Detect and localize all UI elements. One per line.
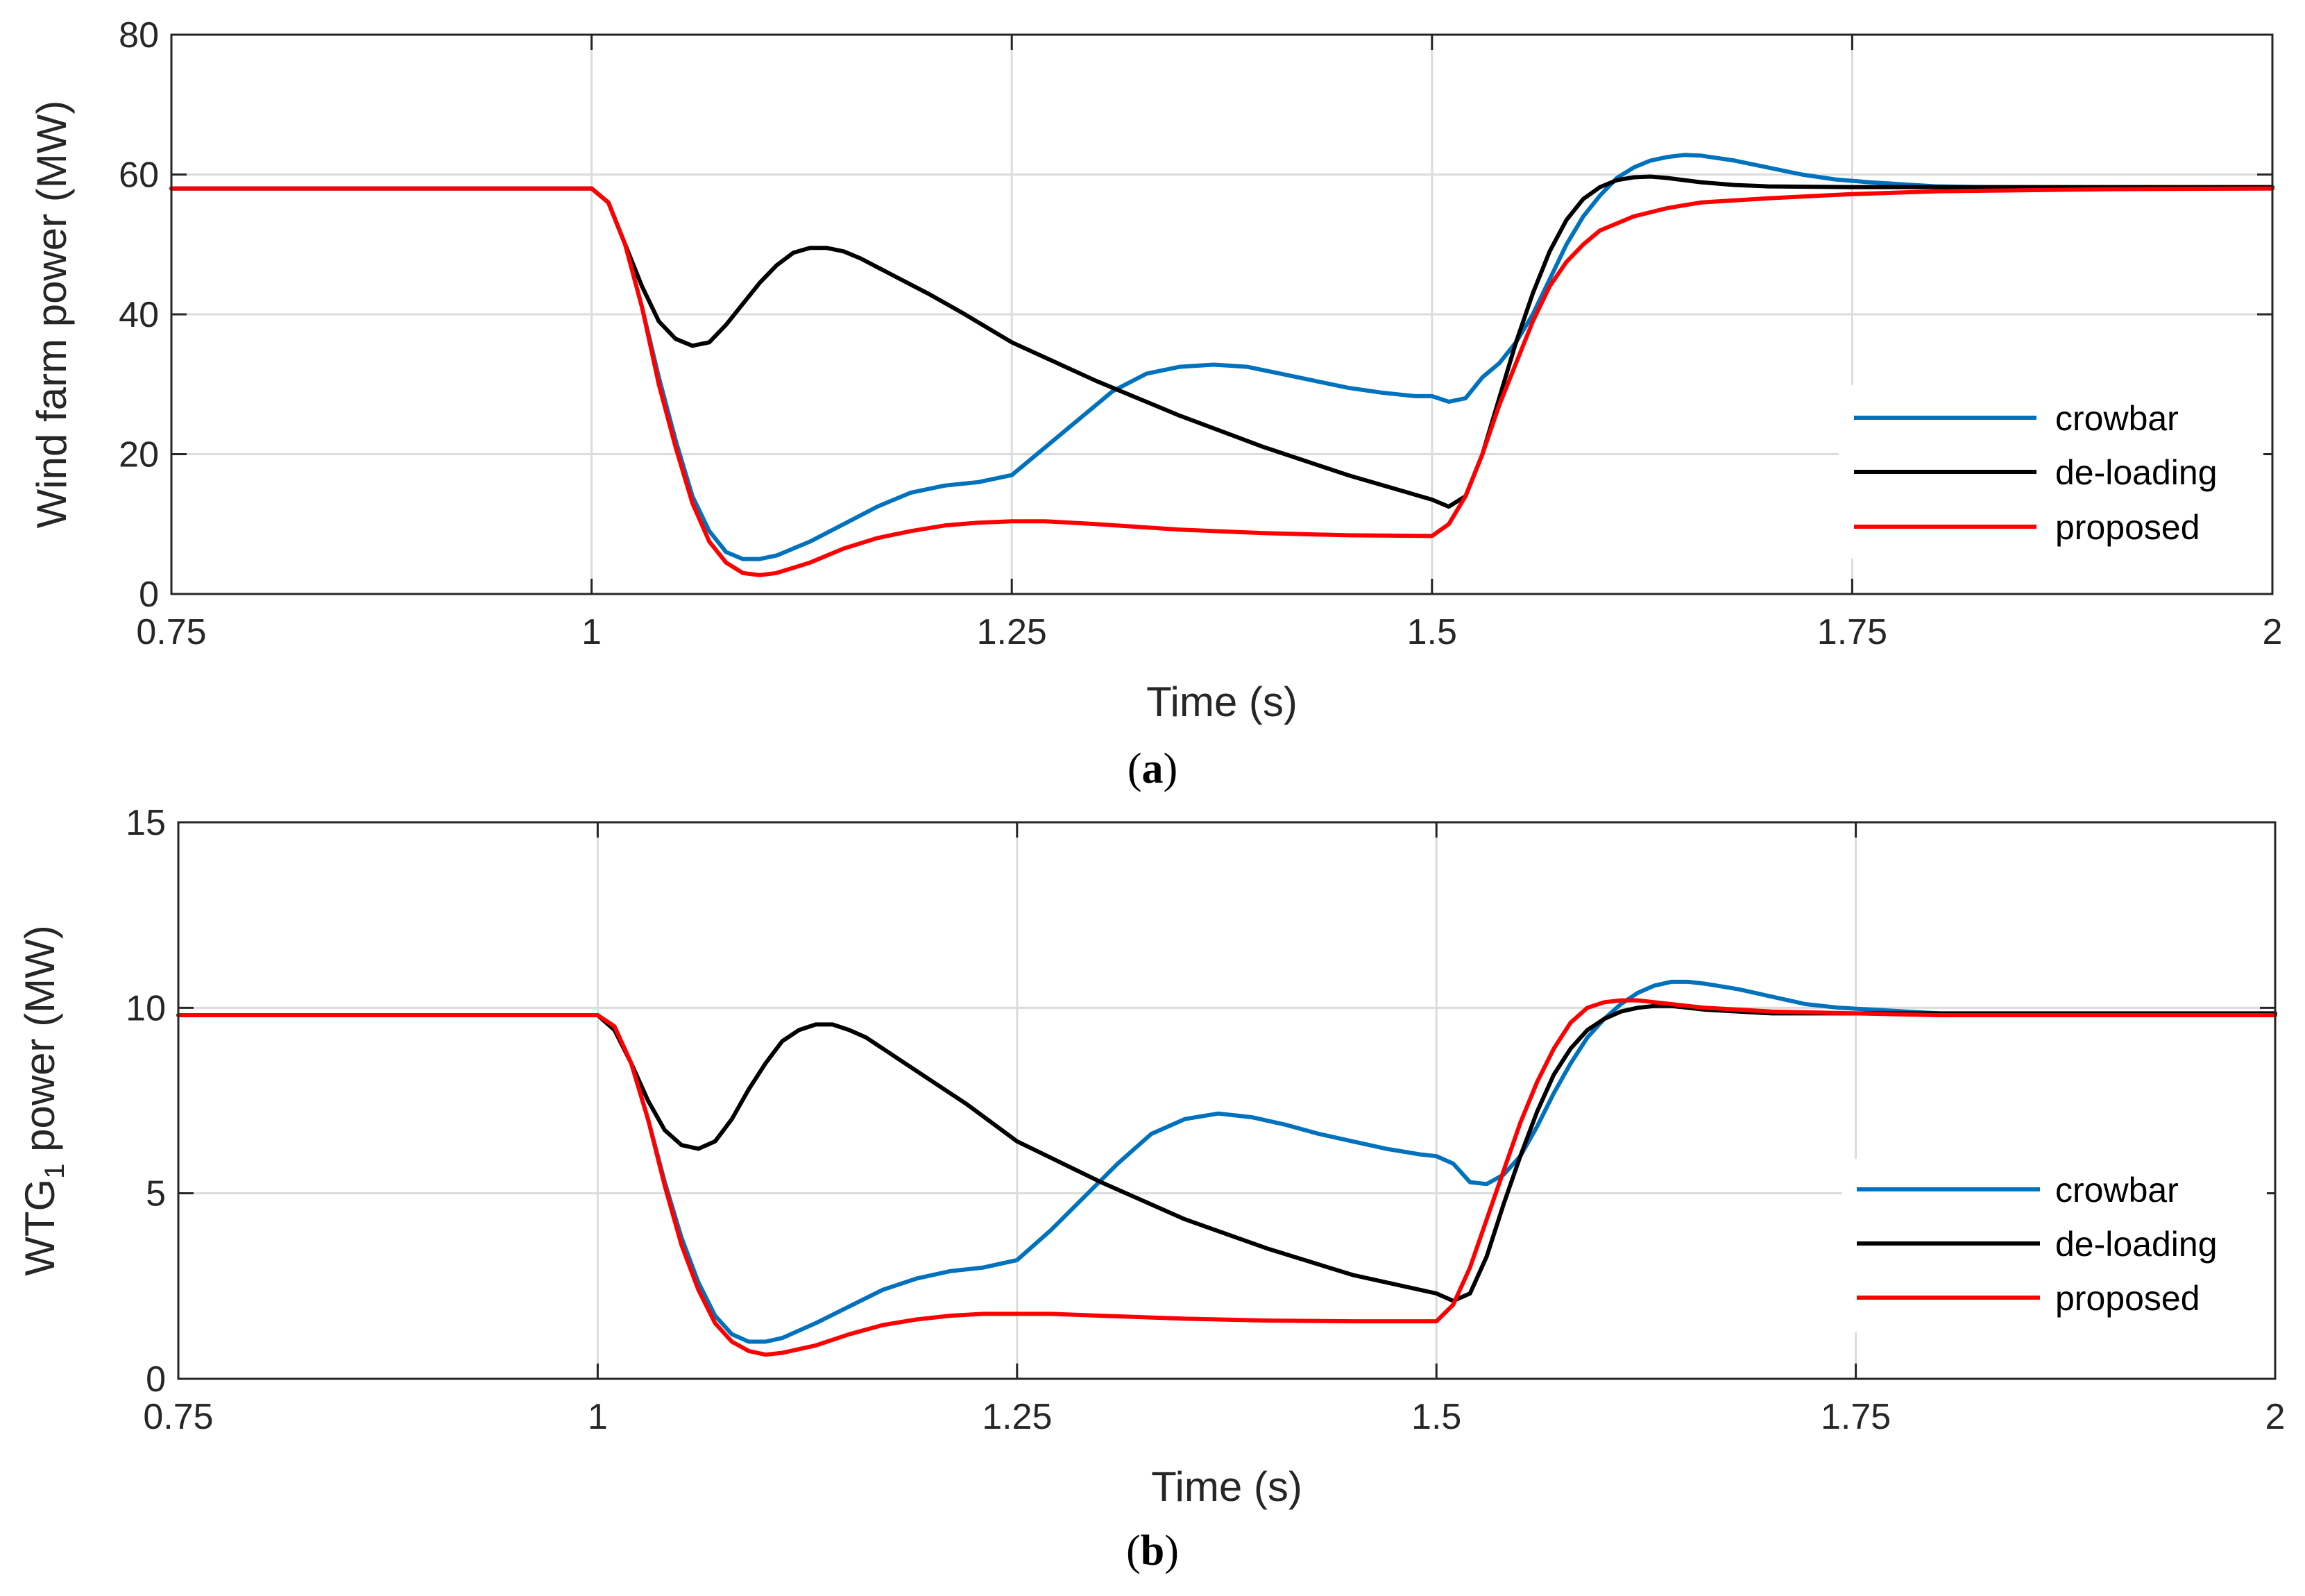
y-tick-label: 5 — [146, 1174, 166, 1214]
ticks-b — [177, 821, 2277, 1380]
x-tick-label: 1.75 — [1821, 1397, 1891, 1437]
series-line-de-loading — [169, 174, 2274, 509]
y-tick-label: 0 — [146, 1359, 166, 1400]
y-tick-label: 60 — [119, 155, 159, 196]
x-tick-label: 1.25 — [982, 1397, 1052, 1437]
series-line-proposed — [176, 998, 2277, 1357]
y-axis-label-b: WTG1 power (MW) — [17, 925, 70, 1276]
x-tick-label: 1.5 — [1411, 1397, 1461, 1437]
x-tick-label: 1.75 — [1817, 612, 1887, 652]
y-tick-label: 15 — [126, 803, 166, 843]
series-line-crowbar — [169, 153, 2274, 561]
x-axis-label-a: Time (s) — [1146, 679, 1298, 725]
y-tick-labels-b: 0 5 10 15 — [126, 803, 166, 1400]
legend-label-crowbar-a: crowbar — [2055, 399, 2179, 438]
x-tick-label: 0.75 — [136, 612, 206, 652]
legend-label-proposed-a: proposed — [2055, 508, 2200, 547]
y-tick-label: 10 — [126, 988, 166, 1028]
legend-label-de-loading-a: de-loading — [2055, 453, 2218, 492]
caption-b-letter: b — [1141, 1527, 1164, 1574]
x-tick-label: 2 — [2265, 1397, 2286, 1437]
x-tick-label: 1.25 — [977, 612, 1047, 652]
caption-a-close: ) — [1164, 745, 1178, 792]
legend-label-de-loading-b: de-loading — [2055, 1225, 2218, 1264]
caption-a-letter: a — [1142, 745, 1164, 792]
y-axis-label-b-rest: power (MW) — [17, 925, 63, 1163]
ticks-a — [170, 33, 2274, 595]
y-tick-label: 0 — [139, 575, 159, 615]
x-axis-label-b: Time (s) — [1151, 1463, 1302, 1510]
caption-a-open: ( — [1128, 745, 1142, 792]
y-tick-labels-a: 0 20 40 60 80 — [119, 15, 159, 615]
caption-b: (b) — [1126, 1527, 1179, 1574]
y-tick-label: 80 — [119, 15, 159, 56]
y-axis-label-a: Wind farm power (MW) — [28, 101, 75, 529]
caption-b-open: ( — [1126, 1527, 1141, 1574]
panel-a: 0.75 1 1.25 1.5 1.75 2 0 20 40 60 80 Time (s) Win… — [28, 15, 2282, 792]
legend-label-proposed-b: proposed — [2055, 1279, 2200, 1318]
caption-a: (a) — [1128, 745, 1177, 792]
y-tick-label: 40 — [119, 295, 159, 335]
x-tick-labels-a: 0.75 1 1.25 1.5 1.75 2 — [136, 612, 2282, 652]
series-line-crowbar — [176, 979, 2277, 1344]
legend-b: crowbar de-loading proposed — [1842, 1159, 2267, 1332]
x-tick-label: 2 — [2263, 612, 2283, 652]
x-tick-labels-b: 0.75 1 1.25 1.5 1.75 2 — [143, 1397, 2285, 1437]
x-tick-label: 1 — [588, 1397, 608, 1437]
series-line-proposed — [169, 186, 2274, 577]
x-tick-label: 1.5 — [1407, 612, 1457, 652]
y-axis-label-b-main: WTG — [17, 1179, 63, 1276]
y-tick-label: 20 — [119, 435, 159, 475]
legend-a: crowbar de-loading proposed — [1839, 385, 2263, 559]
axes-frame-b — [177, 821, 2277, 1380]
x-tick-label: 1 — [581, 612, 602, 652]
y-axis-label-b-sub: 1 — [40, 1164, 70, 1179]
legend-label-crowbar-b: crowbar — [2055, 1171, 2179, 1209]
x-tick-label: 0.75 — [143, 1397, 213, 1437]
lines-a — [169, 153, 2274, 577]
lines-b — [176, 979, 2277, 1357]
caption-b-close: ) — [1164, 1527, 1179, 1574]
